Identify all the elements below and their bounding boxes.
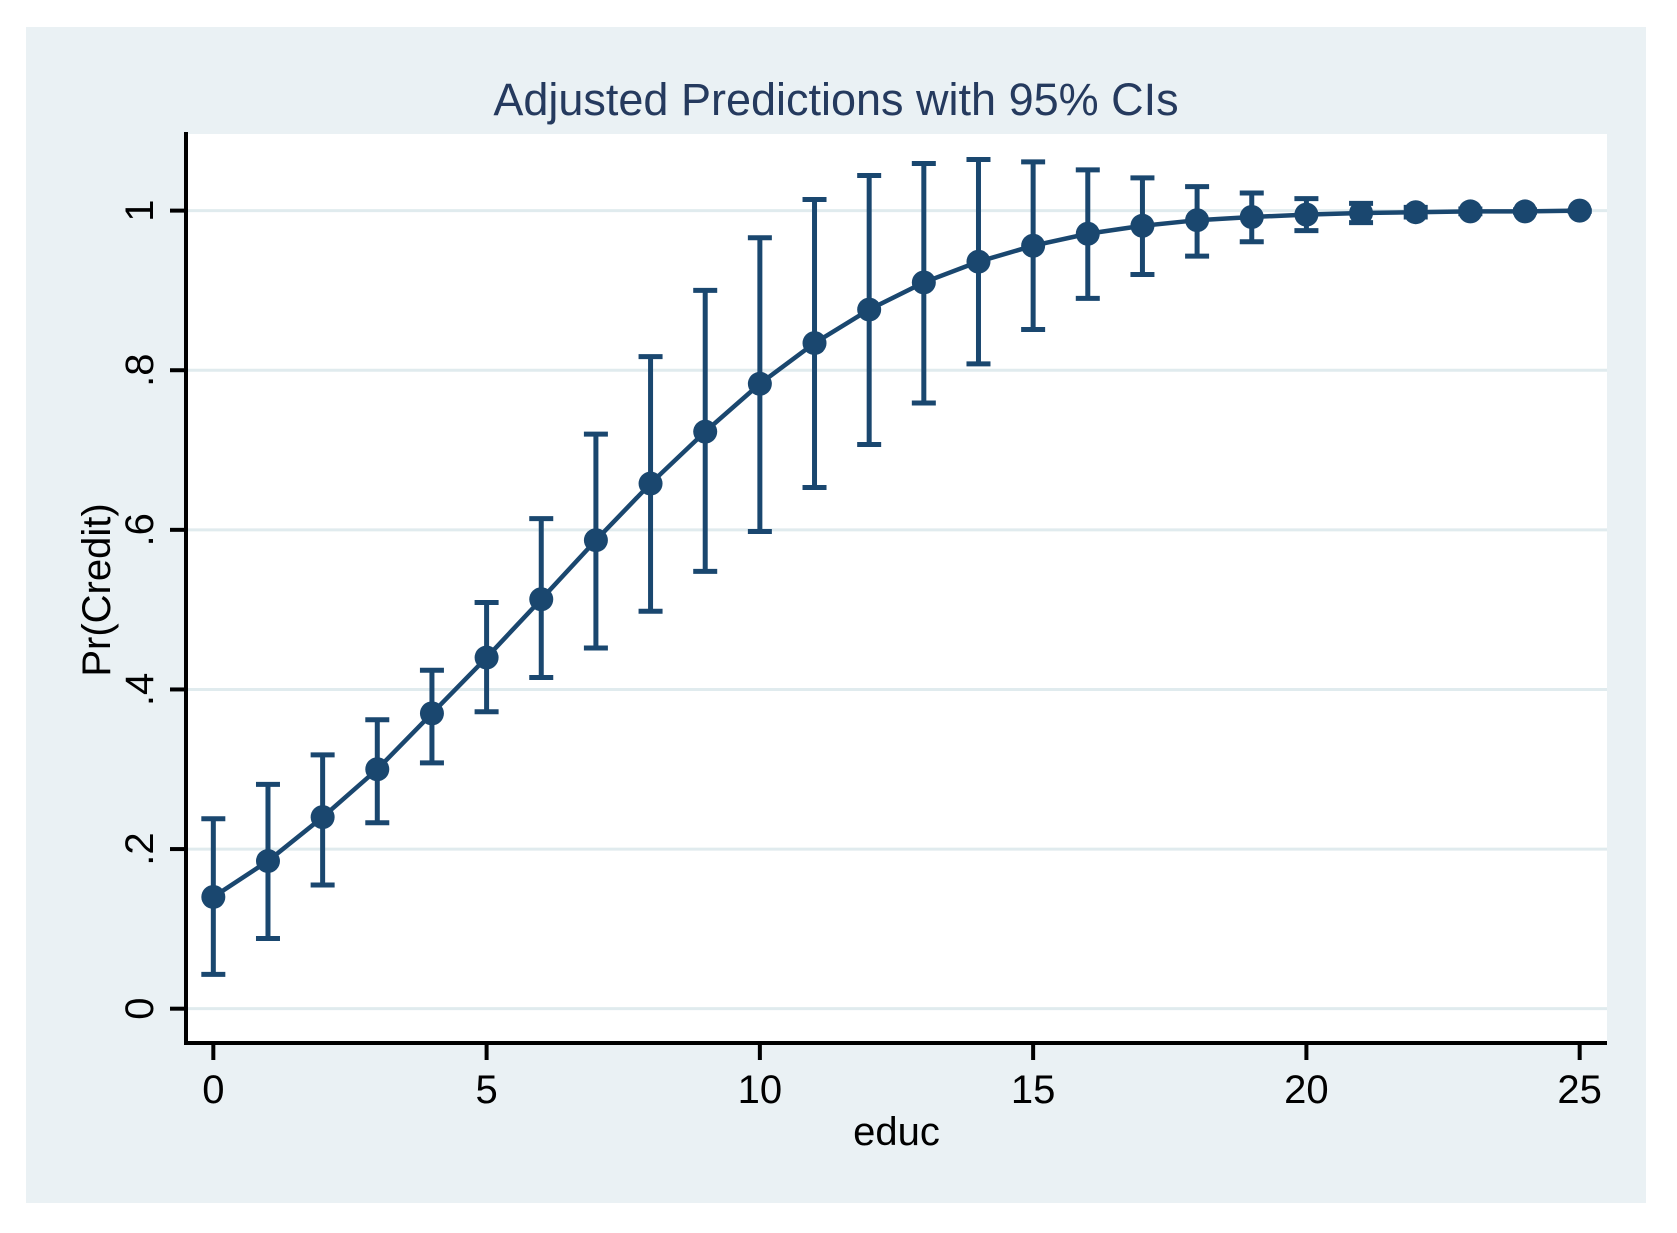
data-point: [310, 805, 335, 830]
data-point: [911, 270, 936, 295]
data-point: [583, 528, 608, 553]
plot-background: [186, 134, 1607, 1043]
y-tick-label: .8: [118, 354, 162, 387]
x-tick-label: 20: [1284, 1068, 1329, 1112]
data-point: [1349, 201, 1374, 226]
y-tick-label: .6: [118, 513, 162, 546]
data-point: [1567, 198, 1592, 223]
data-point: [638, 471, 663, 496]
y-tick-label: .4: [118, 673, 162, 706]
data-point: [693, 419, 718, 444]
data-point: [1185, 208, 1210, 233]
data-point: [1294, 202, 1319, 227]
x-tick-label: 25: [1557, 1068, 1602, 1112]
data-point: [802, 331, 827, 356]
y-tick-label: .2: [118, 832, 162, 865]
data-point: [474, 645, 499, 670]
x-tick-label: 0: [202, 1068, 224, 1112]
y-axis-label: Pr(Credit): [75, 503, 119, 677]
data-point: [857, 297, 882, 322]
x-tick-label: 5: [475, 1068, 497, 1112]
data-point: [966, 249, 991, 274]
chart-title: Adjusted Predictions with 95% CIs: [493, 74, 1179, 125]
data-point: [255, 849, 280, 874]
data-point: [747, 371, 772, 396]
x-tick-label: 15: [1011, 1068, 1056, 1112]
x-axis-label: educ: [853, 1110, 940, 1154]
data-point: [1239, 204, 1264, 229]
data-point: [1130, 213, 1155, 238]
data-point: [1075, 221, 1100, 246]
y-tick-label: 1: [118, 199, 162, 221]
data-point: [1021, 233, 1046, 258]
data-point: [1458, 199, 1483, 224]
data-point: [529, 587, 554, 612]
data-point: [201, 884, 226, 909]
data-point: [1513, 199, 1538, 224]
data-point: [365, 757, 390, 782]
x-tick-label: 10: [738, 1068, 783, 1112]
y-tick-label: 0: [118, 998, 162, 1020]
data-point: [419, 701, 444, 726]
data-point: [1403, 200, 1428, 225]
